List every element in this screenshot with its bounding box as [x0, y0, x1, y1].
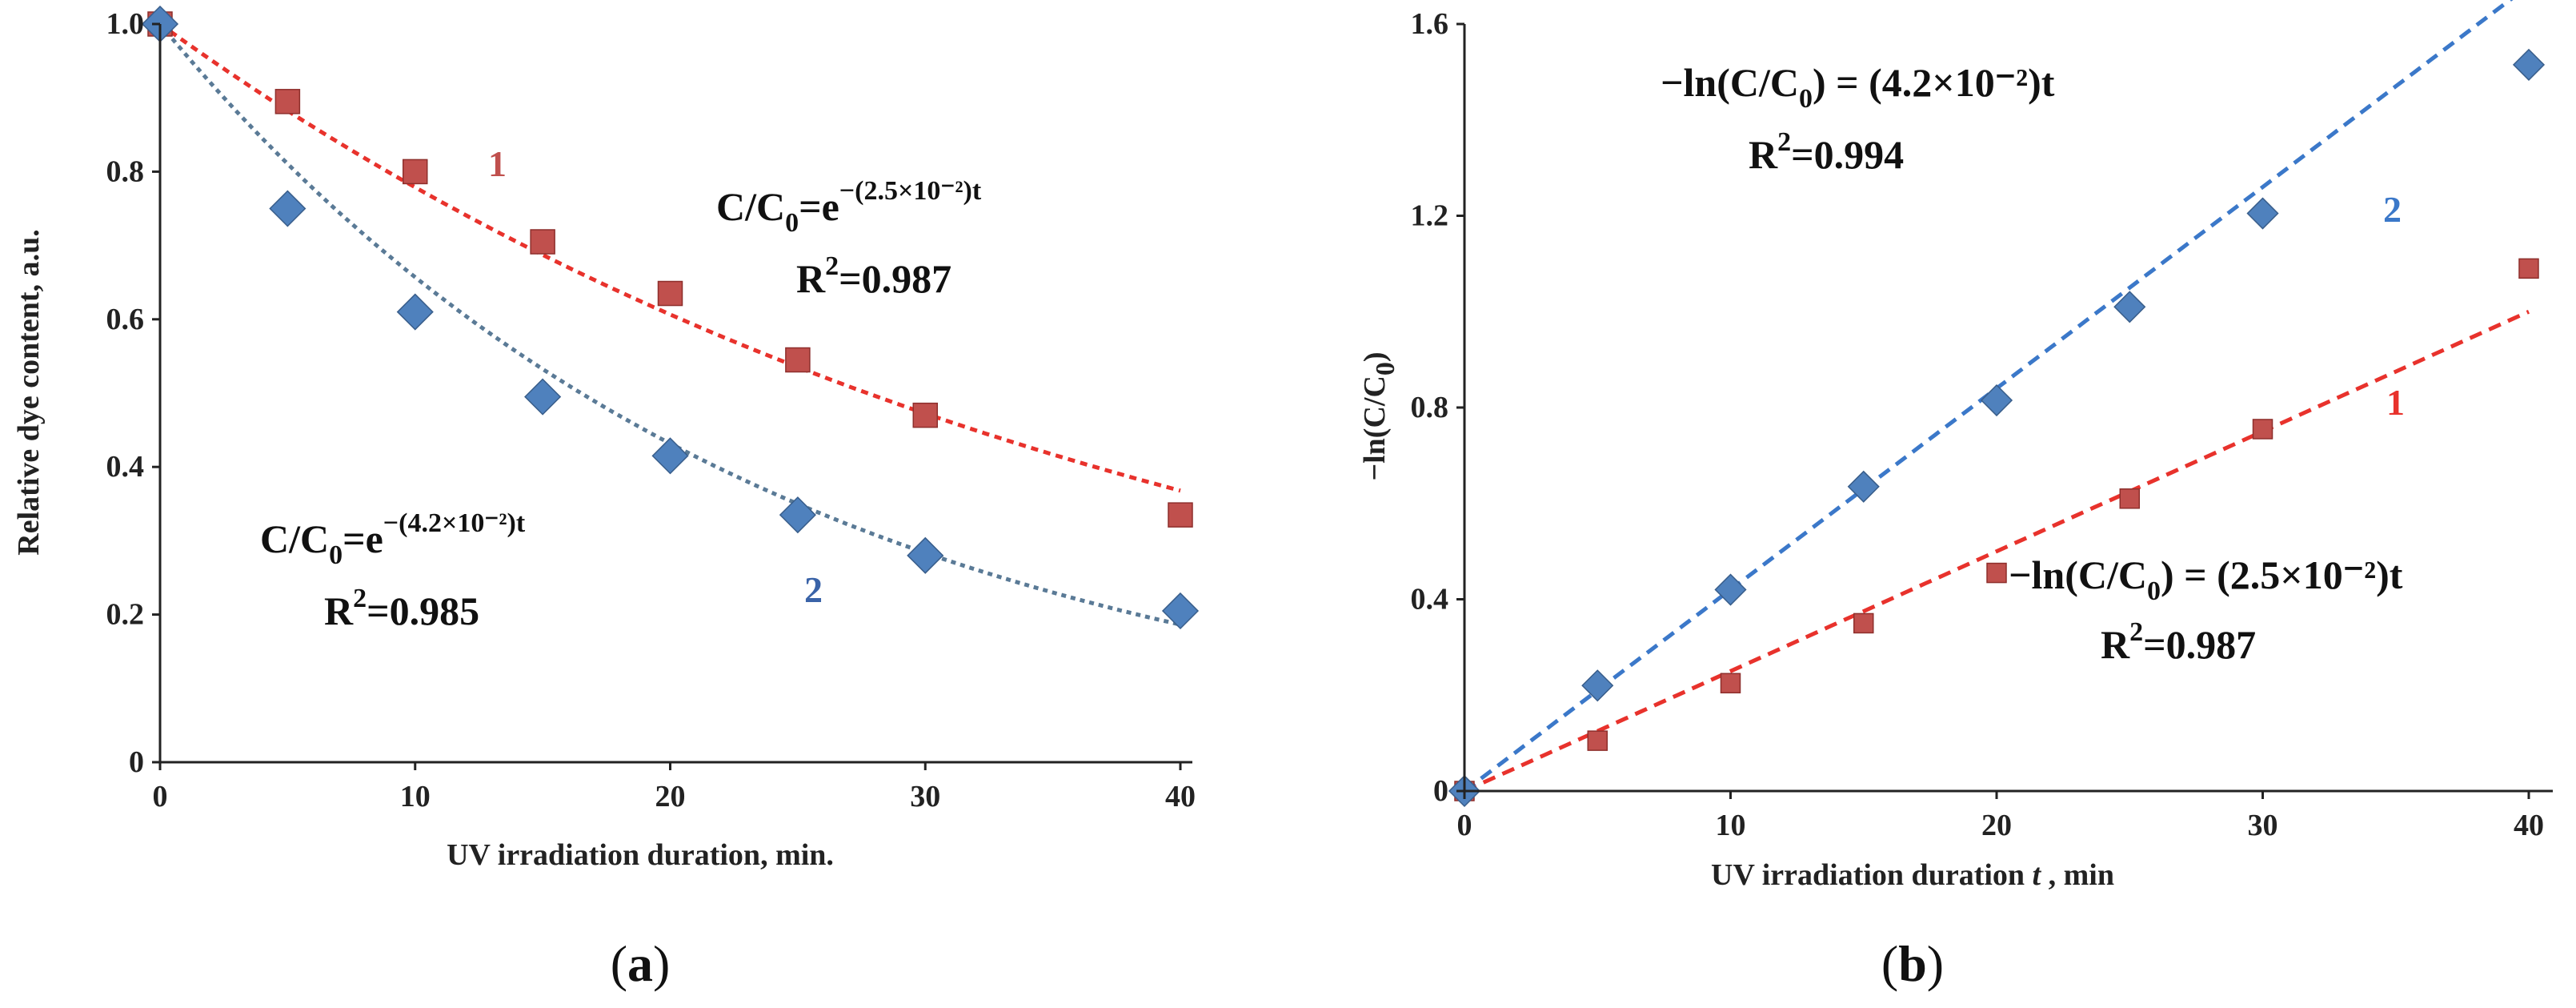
panel-a-point-series-2 [1161, 592, 1200, 630]
panel-b-point-series-1 [2518, 258, 2539, 279]
panel-a-point-series-1 [1168, 502, 1193, 528]
panel-a-point-series-1 [912, 402, 938, 428]
panel-a-point-series-1 [657, 280, 683, 307]
panel-a-x-tick-label: 10 [400, 780, 431, 813]
panel-a-label: (a) [611, 935, 671, 992]
panel-b-x-tick-label: 0 [1457, 809, 1472, 842]
panel-b-point-series-2 [1581, 669, 1614, 702]
panel-b-equation-2: −ln(C/C0) = (4.2×10⁻²)t [1661, 60, 2055, 114]
panel-b-point-series-2 [1980, 384, 2013, 417]
panel-b-point-series-2 [1847, 470, 1880, 503]
panel-a-curve-label-1: 1 [488, 143, 507, 184]
panel-a-x-tick-label: 0 [153, 780, 168, 813]
panel-a-curve-label-2: 2 [804, 569, 823, 610]
panel-b-point-series-2 [2113, 291, 2146, 323]
panel-b-point-series-2 [1714, 573, 1747, 606]
panel-b-fit-line-1 [1463, 310, 2530, 793]
panel-a-point-series-1 [274, 89, 301, 114]
panel-b-y-tick-label: 0.8 [1411, 391, 1449, 424]
panel-a-r2-1: R2=0.987 [796, 251, 951, 301]
panel-a-fit-line-1 [158, 22, 1181, 493]
panel-b-point-series-1 [2119, 488, 2140, 509]
panel-a-x-tick-label: 30 [910, 780, 940, 813]
panel-a-point-series-2 [396, 293, 434, 331]
panel-b-point-series-1 [1853, 612, 1874, 634]
panel-b-x-tick-label: 30 [2248, 809, 2278, 842]
panel-b-point-series-1 [2252, 419, 2274, 440]
panel-b-point-series-1 [1986, 562, 2007, 584]
panel-b-point-series-2 [2246, 197, 2279, 230]
panel-b-y-tick-label: 0 [1433, 774, 1448, 808]
panel-b-point-series-2 [2512, 48, 2546, 81]
panel-b-r2-2: R2=0.994 [1749, 127, 1904, 177]
panel-a-point-series-1 [785, 347, 811, 373]
panel-b-x-tick-label: 40 [2514, 809, 2544, 842]
panel-b-equation-1: −ln(C/C0) = (2.5×10⁻²)t [2009, 552, 2403, 606]
panel-a-x-tick-label: 20 [655, 780, 686, 813]
panel-a-y-tick-label: 1.0 [106, 7, 145, 41]
panel-a-x-tick-label: 40 [1165, 780, 1196, 813]
panel-a-y-tick-label: 0.8 [106, 155, 145, 188]
panel-a-y-tick-label: 0.6 [106, 303, 145, 336]
panel-a-point-series-1 [530, 229, 555, 255]
panel-a-equation-2: C/C0=e−(4.2×10⁻²)t [260, 508, 526, 570]
panel-a-y-tick-label: 0 [129, 745, 144, 779]
panel-b-curve-label-2: 2 [2383, 189, 2402, 230]
panel-a-y-axis-title: Relative dye content, a.u. [12, 229, 46, 555]
panel-b-x-tick-label: 10 [1716, 809, 1746, 842]
panel-b-y-tick-label: 1.6 [1411, 7, 1449, 41]
panel-a-point-series-2 [651, 437, 689, 475]
panel-b-curve-label-1: 1 [2386, 382, 2405, 423]
panel-a-x-axis-title: UV irradiation duration, min. [447, 838, 834, 872]
panel-b-point-series-1 [1587, 730, 1608, 751]
panel-a-y-tick-label: 0.4 [106, 450, 145, 484]
panel-b-x-tick-label: 20 [1981, 809, 2012, 842]
panel-a-point-series-2 [269, 190, 306, 227]
panel-b-x-axis-title: UV irradiation duration t , min [1711, 858, 2114, 892]
panel-b-point-series-1 [1720, 673, 1741, 694]
panel-a-point-series-1 [403, 159, 428, 185]
panel-a-r2-2: R2=0.985 [324, 584, 479, 633]
panel-a-equation-1: C/C0=e−(2.5×10⁻²)t [716, 176, 982, 238]
panel-b-label: (b) [1881, 935, 1944, 992]
panel-b-y-tick-label: 0.4 [1411, 583, 1449, 616]
panel-b-y-tick-label: 1.2 [1411, 199, 1449, 233]
panel-a: 0 0.2 0.4 0.6 0.8 1.0 0 10 20 30 40 Relative dye … [12, 5, 1200, 992]
panel-a-point-series-2 [779, 496, 816, 534]
panel-b-r2-1: R2=0.987 [2101, 617, 2256, 667]
panel-a-point-series-2 [524, 378, 562, 416]
panel-b-y-axis-title: −ln(C/C0) [1358, 351, 1400, 480]
panel-a-point-series-2 [907, 536, 944, 574]
panel-b: 0 0.4 0.8 1.2 1.6 0 10 20 30 40 −ln(C/C0) UV irr… [1358, 0, 2553, 992]
panel-a-y-tick-label: 0.2 [106, 598, 145, 632]
